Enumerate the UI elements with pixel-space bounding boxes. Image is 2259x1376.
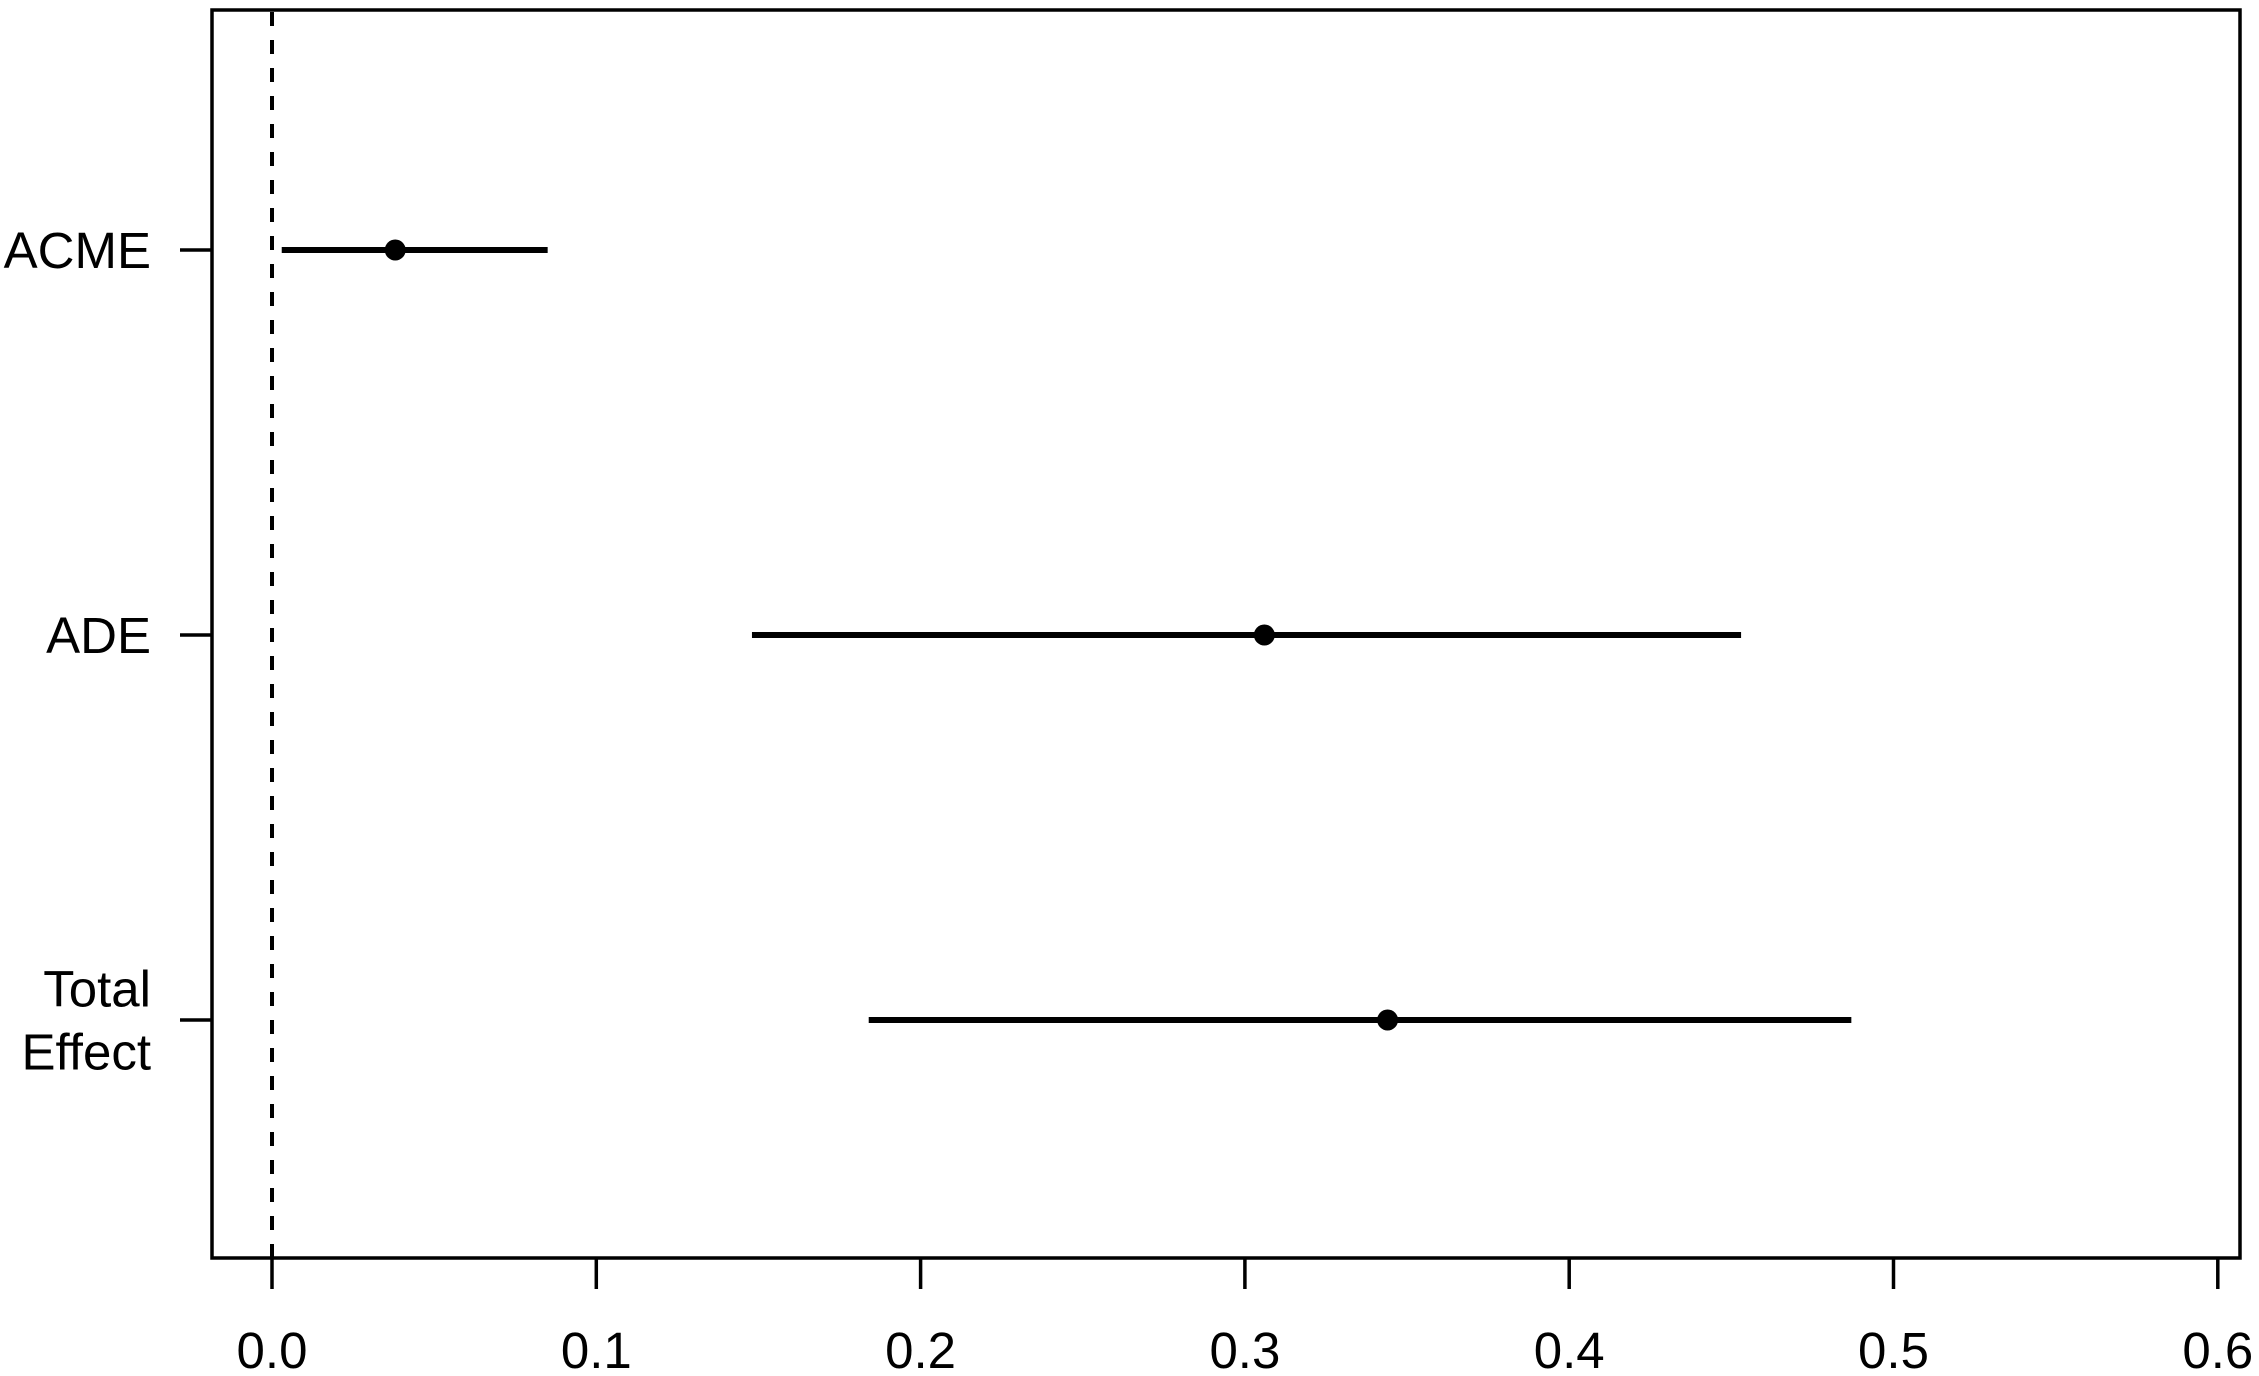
x-axis-tick-label: 0.6 bbox=[2182, 1322, 2253, 1376]
x-axis-tick-label: 0.4 bbox=[1534, 1322, 1605, 1376]
y-axis-label: Total bbox=[43, 961, 151, 1018]
x-axis-tick-label: 0.5 bbox=[1858, 1322, 1929, 1376]
y-axis-label: ACME bbox=[4, 222, 151, 279]
y-axis-label: ADE bbox=[46, 607, 151, 664]
y-axis-label: Effect bbox=[22, 1024, 151, 1081]
point-estimate-marker bbox=[1253, 624, 1275, 646]
x-axis-tick-label: 0.0 bbox=[237, 1322, 308, 1376]
point-estimate-marker bbox=[1377, 1009, 1399, 1031]
x-axis-tick-label: 0.1 bbox=[561, 1322, 632, 1376]
x-axis-tick-label: 0.2 bbox=[885, 1322, 956, 1376]
x-axis-tick-label: 0.3 bbox=[1209, 1322, 1280, 1376]
point-estimate-marker bbox=[384, 239, 406, 261]
